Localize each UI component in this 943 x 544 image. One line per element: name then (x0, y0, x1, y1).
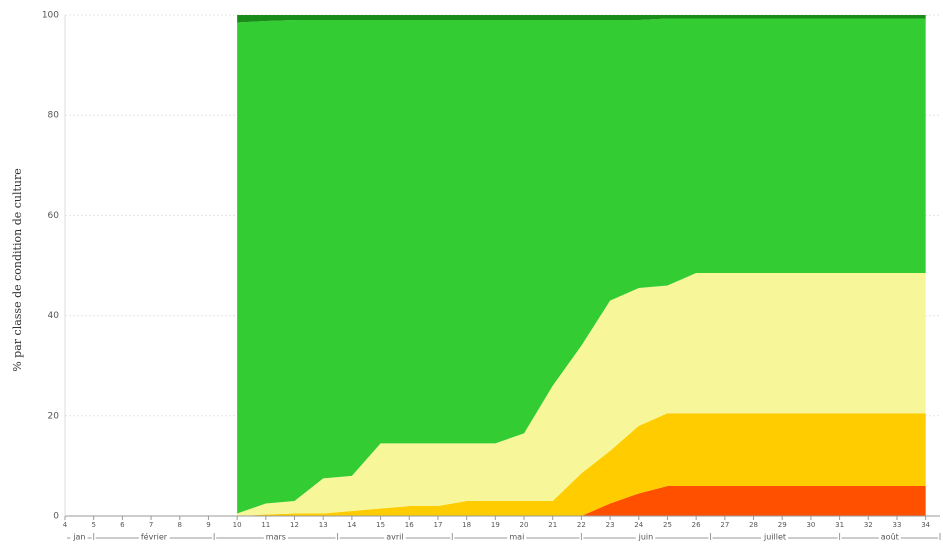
x-tick-label: 7 (149, 521, 153, 529)
month-label: mai (509, 533, 524, 542)
x-tick-label: 26 (692, 521, 701, 529)
month-label: août (881, 533, 899, 542)
x-tick-label: 24 (634, 521, 643, 529)
x-tick-label: 27 (720, 521, 729, 529)
area (237, 18, 926, 514)
month-label-bg (263, 532, 288, 542)
x-tick-label: 30 (806, 521, 815, 529)
area (237, 273, 926, 516)
month-label: juin (638, 533, 654, 542)
x-tick-label: 6 (120, 521, 125, 529)
month-label: février (141, 532, 168, 542)
x-tick-label: 28 (749, 521, 758, 529)
x-tick-label: 34 (921, 521, 930, 529)
y-tick-label: 0 (53, 512, 59, 522)
y-axis-label: % par classe de condition de culture (11, 168, 24, 372)
month-label-bg (138, 531, 170, 542)
y-tick-label: 80 (48, 111, 60, 121)
x-tick-label: 8 (178, 521, 182, 529)
x-tick-label: 14 (347, 521, 356, 529)
area (237, 15, 926, 23)
y-tick-label: 20 (48, 411, 60, 421)
month-label-bg (761, 532, 789, 542)
month-label-bg (635, 532, 656, 542)
x-tick-label: 25 (663, 521, 672, 529)
x-tick-label: 4 (63, 521, 68, 529)
x-tick-label: 31 (835, 521, 844, 529)
month-label: mars (266, 533, 286, 542)
month-label-bg (384, 532, 406, 542)
x-tick-label: 16 (405, 521, 414, 529)
x-tick-label: 20 (520, 521, 529, 529)
x-tick-label: 33 (893, 521, 902, 529)
x-tick-label: 13 (319, 521, 328, 529)
month-label-bg (507, 532, 527, 542)
y-tick-label: 100 (42, 11, 59, 21)
x-tick-label: 29 (778, 521, 787, 529)
month-label: avril (386, 533, 403, 542)
x-tick-label: 5 (91, 521, 95, 529)
x-tick-label: 11 (261, 521, 270, 529)
x-tick-label: 18 (462, 521, 471, 529)
y-tick-label: 60 (48, 211, 60, 221)
x-tick-label: 15 (376, 521, 385, 529)
x-tick-label: 10 (233, 521, 242, 529)
x-tick-label: 32 (864, 521, 873, 529)
x-tick-label: 19 (491, 521, 500, 529)
month-label: jan (72, 533, 85, 542)
x-tick-label: 23 (606, 521, 615, 529)
area (237, 413, 926, 516)
month-label-bg (70, 532, 88, 542)
area (237, 485, 926, 516)
x-tick-label: 12 (290, 521, 299, 529)
x-tick-label: 9 (206, 521, 210, 529)
y-tick-label: 40 (48, 311, 60, 321)
x-tick-label: 17 (433, 521, 442, 529)
x-tick-label: 22 (577, 521, 586, 529)
x-tick-label: 21 (548, 521, 557, 529)
month-label-bg (878, 532, 901, 542)
month-label: juillet (763, 533, 786, 542)
